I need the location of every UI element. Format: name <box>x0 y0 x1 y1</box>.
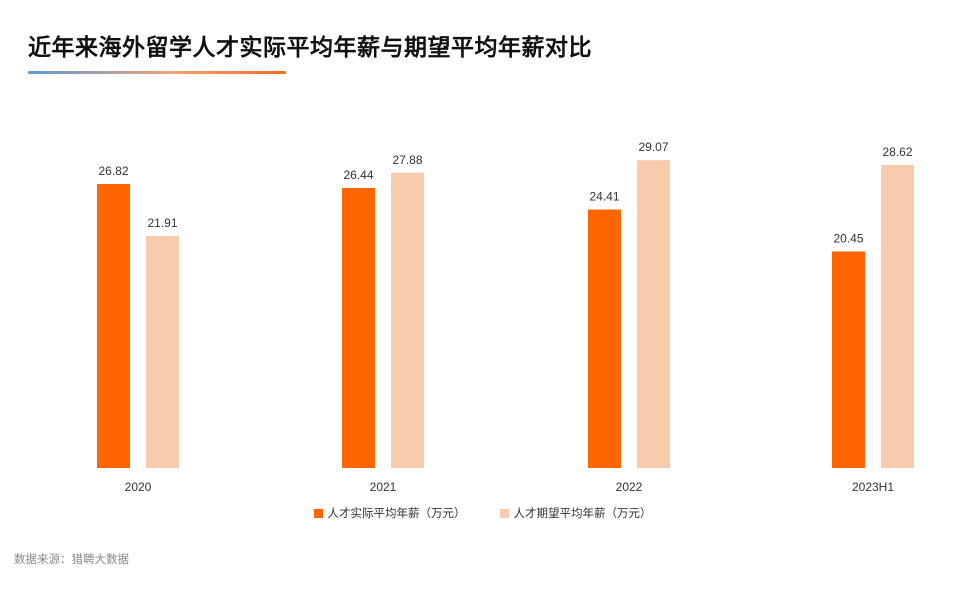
x-tick-label-2021: 2021 <box>370 480 397 494</box>
data-label-expected-2021: 27.88 <box>392 153 422 167</box>
x-tick-label-2020: 2020 <box>125 480 152 494</box>
legend-item-expected: 人才期望平均年薪（万元） <box>499 505 652 521</box>
bar-actual-2022 <box>588 209 621 468</box>
data-label-actual-2020: 26.82 <box>98 164 128 178</box>
data-label-actual-2022: 24.41 <box>589 190 619 204</box>
chart-title: 近年来海外留学人才实际平均年薪与期望平均年薪对比 <box>28 35 592 61</box>
data-label-actual-2021: 26.44 <box>343 168 373 182</box>
legend-swatch-actual <box>313 508 323 518</box>
legend: 人才实际平均年薪（万元） 人才期望平均年薪（万元） <box>0 505 965 521</box>
bar-expected-2021 <box>391 172 424 468</box>
legend-item-actual: 人才实际平均年薪（万元） <box>313 505 466 521</box>
data-label-expected-2022: 29.07 <box>638 140 668 154</box>
data-label-expected-2023H1: 28.62 <box>882 145 912 159</box>
legend-swatch-expected <box>499 508 509 518</box>
legend-label-expected: 人才期望平均年薪（万元） <box>513 506 652 520</box>
bar-expected-2023H1 <box>881 164 914 469</box>
data-label-actual-2023H1: 20.45 <box>833 231 863 245</box>
x-tick-label-2023H1: 2023H1 <box>852 480 894 494</box>
x-tick-label-2022: 2022 <box>616 480 643 494</box>
title-underline <box>28 71 286 74</box>
bar-expected-2022 <box>637 160 670 468</box>
bar-actual-2020 <box>97 184 130 468</box>
data-label-expected-2020: 21.91 <box>147 216 177 230</box>
bar-actual-2023H1 <box>832 251 865 468</box>
legend-label-actual: 人才实际平均年薪（万元） <box>327 506 466 520</box>
bar-expected-2020 <box>146 235 179 468</box>
bar-actual-2021 <box>342 188 375 468</box>
data-source: 数据来源：猎聘大数据 <box>14 552 129 566</box>
